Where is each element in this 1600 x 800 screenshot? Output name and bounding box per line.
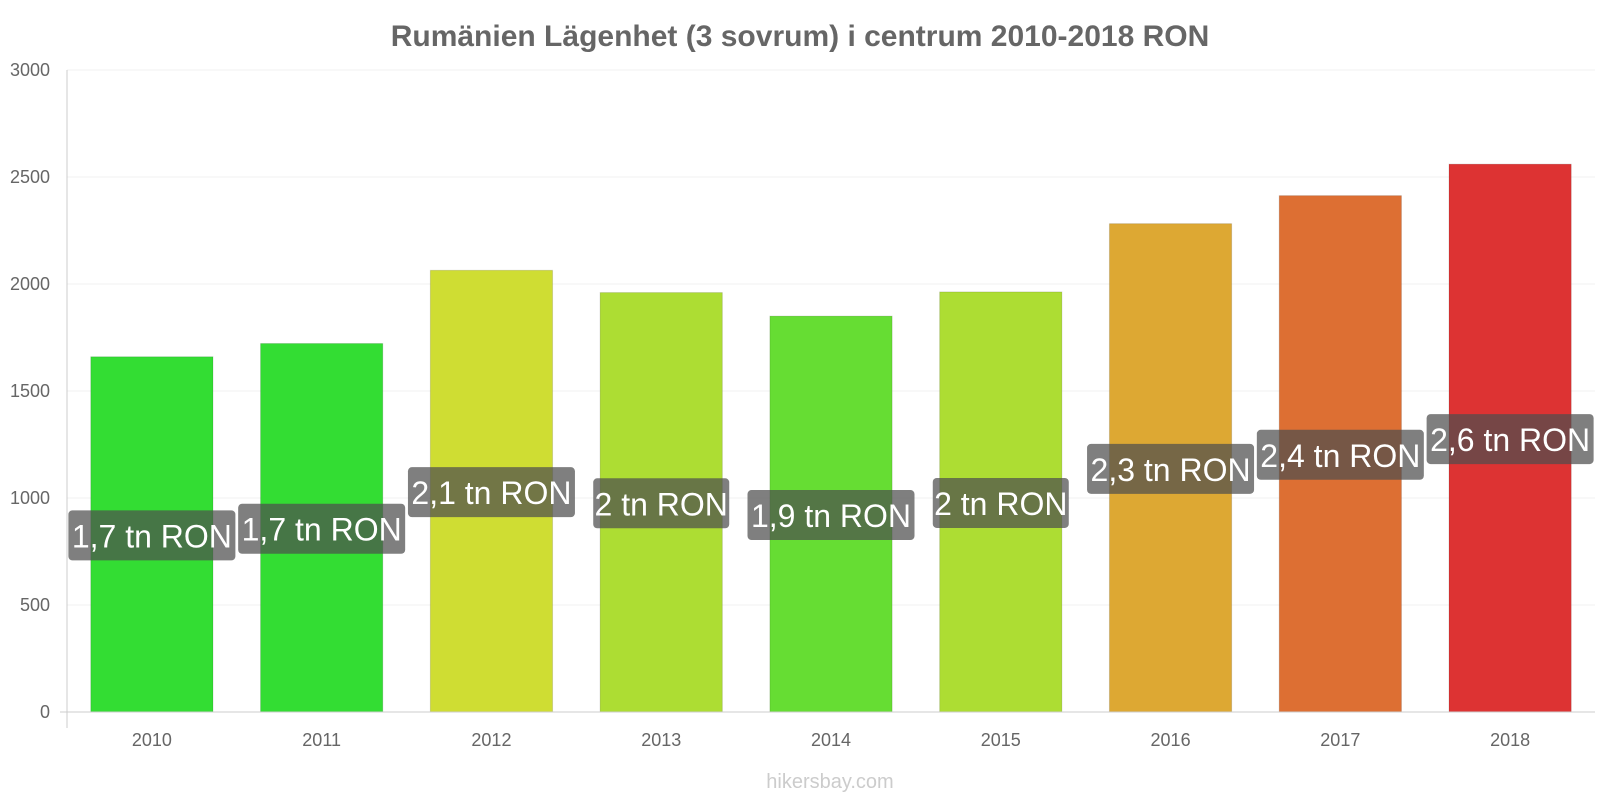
data-label-box [1087, 443, 1255, 494]
y-tick-label: 2000 [10, 274, 50, 294]
credit-text: hikersbay.com [766, 771, 893, 793]
y-tick-label: 500 [20, 595, 50, 615]
data-label-text: 2,3 tn RON [1091, 452, 1251, 488]
data-label-text: 2,1 tn RON [411, 475, 571, 511]
x-axis-ticks: 2010 2011 2012 2013 2014 2015 2016 2017 2018 [132, 730, 1530, 750]
data-label-2010: 1,7 tn RON [68, 510, 236, 561]
data-label-text: 2,4 tn RON [1260, 438, 1420, 474]
x-tick-label: 2015 [981, 730, 1021, 750]
y-tick-label: 1500 [10, 381, 50, 401]
data-label-box [1426, 414, 1594, 465]
data-label-2013: 2 tn RON [593, 478, 730, 529]
data-label-box [747, 490, 915, 541]
data-label-box [593, 478, 730, 529]
data-label-box [1256, 429, 1424, 480]
y-axis-ticks: 0 500 1000 1500 2000 2500 3000 [10, 60, 50, 722]
x-tick-label: 2012 [471, 730, 511, 750]
data-label-box [407, 467, 575, 518]
x-tick-label: 2010 [132, 730, 172, 750]
y-tick-label: 2500 [10, 167, 50, 187]
data-label-2012: 2,1 tn RON [407, 467, 575, 518]
data-label-text: 2 tn RON [934, 486, 1067, 522]
chart-title: Rumänien Lägenhet (3 sovrum) i centrum 2… [391, 20, 1210, 53]
x-tick-label: 2013 [641, 730, 681, 750]
data-label-text: 1,9 tn RON [751, 498, 911, 534]
x-tick-label: 2014 [811, 730, 851, 750]
x-tick-label: 2016 [1151, 730, 1191, 750]
data-label-2014: 1,9 tn RON [747, 490, 915, 541]
data-label-2015: 2 tn RON [932, 477, 1069, 528]
data-label-box [238, 503, 406, 554]
data-label-text: 2,6 tn RON [1430, 422, 1590, 458]
x-tick-label: 2017 [1320, 730, 1360, 750]
y-tick-label: 1000 [10, 488, 50, 508]
data-label-2017: 2,4 tn RON [1256, 429, 1424, 480]
data-label-2018: 2,6 tn RON [1426, 414, 1594, 465]
data-label-text: 1,7 tn RON [72, 518, 232, 554]
y-tick-label: 0 [40, 702, 50, 722]
y-tick-label: 3000 [10, 60, 50, 80]
data-label-2016: 2,3 tn RON [1087, 443, 1255, 494]
data-label-box [68, 510, 236, 561]
data-label-2011: 1,7 tn RON [238, 503, 406, 554]
x-tick-label: 2011 [302, 730, 341, 750]
data-label-text: 2 tn RON [595, 486, 728, 522]
data-label-box [932, 477, 1069, 528]
x-tick-label: 2018 [1490, 730, 1530, 750]
data-label-text: 1,7 tn RON [242, 512, 402, 548]
